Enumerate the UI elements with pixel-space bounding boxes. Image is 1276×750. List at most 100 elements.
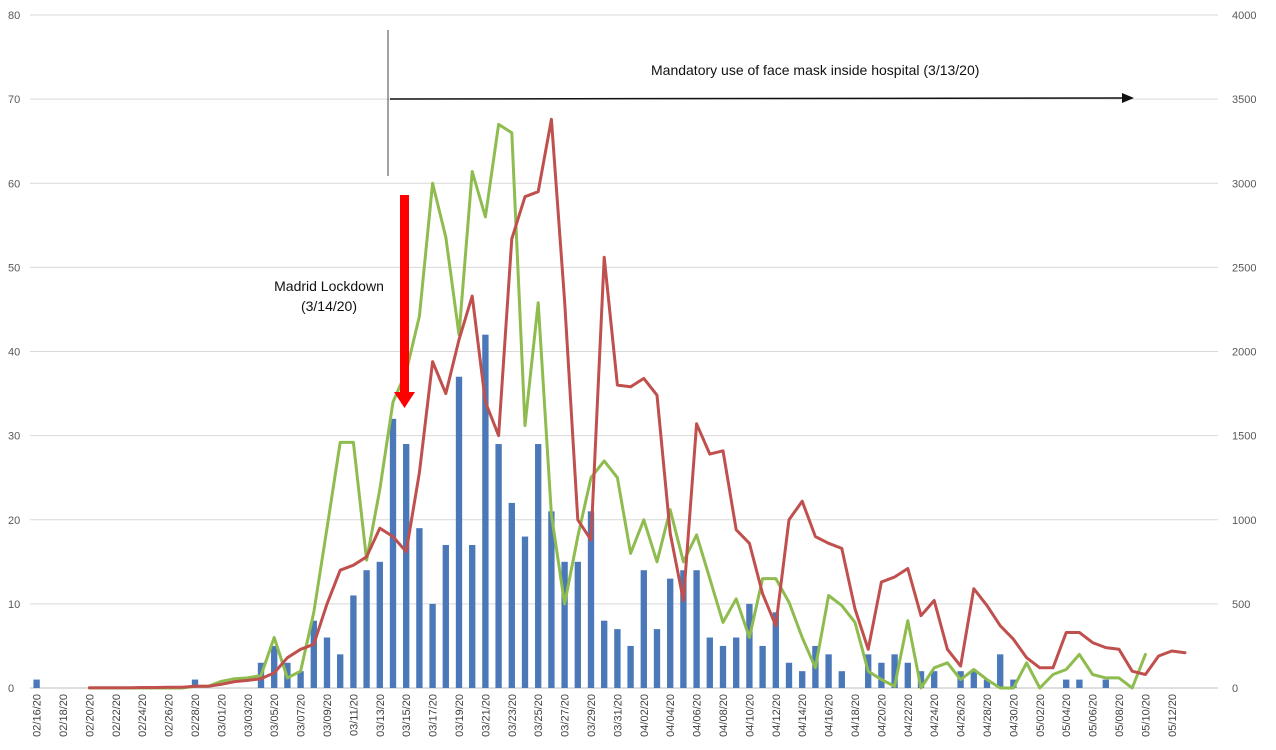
- x-tick-label: 03/27/20: [560, 694, 572, 737]
- bar: [667, 578, 674, 688]
- bar: [838, 671, 845, 688]
- bar: [482, 334, 489, 688]
- bar: [521, 536, 529, 688]
- lockdown-arrow-head: [394, 392, 415, 408]
- x-tick-label: 03/23/20: [507, 694, 519, 737]
- bar: [772, 612, 779, 688]
- bar: [614, 629, 621, 688]
- x-tick-label: 04/12/20: [771, 694, 783, 737]
- x-tick-label: 02/18/20: [58, 694, 70, 737]
- bar: [1063, 679, 1070, 688]
- facemask-arrow-line: [389, 97, 1126, 100]
- bar: [33, 679, 40, 688]
- y-tick-label: 80: [8, 10, 20, 22]
- bar: [376, 561, 383, 688]
- x-tick-label: 04/28/20: [982, 694, 994, 737]
- bar: [350, 595, 357, 688]
- red-line-series: [87, 117, 1187, 690]
- y2-tick-label: 0: [1232, 683, 1238, 695]
- bar: [653, 629, 661, 688]
- x-tick-label: 03/21/20: [480, 694, 492, 737]
- x-tick-label: 04/06/20: [692, 694, 704, 737]
- x-tick-label: 03/29/20: [586, 694, 598, 737]
- y2-tick-label: 1000: [1232, 515, 1256, 527]
- bar: [640, 570, 647, 688]
- x-tick-label: 03/15/20: [401, 694, 413, 737]
- bar: [601, 620, 608, 688]
- bar: [680, 570, 687, 688]
- bar: [310, 620, 317, 688]
- y2-tick-label: 500: [1232, 599, 1250, 611]
- bar: [337, 654, 344, 688]
- bar: [508, 502, 515, 688]
- right-axis-ticks: 0 500 1000 1500 2000 2500 3000 3500 4000: [1232, 10, 1256, 695]
- x-tick-label: 04/04/20: [665, 694, 677, 737]
- bar: [931, 671, 938, 688]
- y2-tick-label: 3500: [1232, 94, 1256, 106]
- bar: [191, 679, 199, 688]
- x-tick-label: 02/20/20: [84, 694, 96, 737]
- x-tick-label: 04/08/20: [718, 694, 730, 737]
- x-tick-label: 04/30/20: [1008, 694, 1020, 737]
- x-tick-label: 04/18/20: [850, 694, 862, 737]
- x-tick-label: 02/28/20: [190, 694, 202, 737]
- x-tick-label: 03/17/20: [428, 694, 440, 737]
- x-tick-label: 04/24/20: [929, 694, 941, 737]
- x-tick-label: 02/26/20: [164, 694, 176, 737]
- bar: [997, 654, 1004, 688]
- bar: [917, 671, 925, 688]
- bar: [1076, 679, 1083, 688]
- bar: [403, 444, 410, 688]
- x-tick-label: 05/02/20: [1035, 694, 1047, 737]
- bar: [297, 671, 304, 688]
- bar: [878, 662, 885, 688]
- bar: [548, 511, 555, 688]
- bar: [469, 544, 476, 688]
- bar: [733, 637, 740, 688]
- y-tick-label: 70: [8, 94, 20, 106]
- x-tick-label: 04/16/20: [824, 694, 836, 737]
- line-series: [87, 117, 1187, 690]
- x-tick-label: 04/14/20: [797, 694, 809, 737]
- y2-tick-label: 3000: [1232, 178, 1256, 190]
- x-tick-label: 03/03/20: [243, 694, 255, 737]
- bar: [271, 645, 278, 688]
- bar: [970, 671, 977, 688]
- x-tick-label: 04/26/20: [956, 694, 968, 737]
- bar: [759, 645, 766, 688]
- y2-tick-label: 1500: [1232, 431, 1256, 443]
- x-tick-label: 05/04/20: [1061, 694, 1073, 737]
- bar: [561, 561, 568, 688]
- bar: [429, 603, 436, 688]
- x-tick-label: 04/02/20: [639, 694, 651, 737]
- bar: [363, 570, 370, 688]
- x-axis-ticks: 02/16/20 02/18/20 02/20/20 02/22/20 02/24/20…: [32, 694, 1179, 737]
- bar: [389, 418, 397, 688]
- x-tick-label: 04/22/20: [903, 694, 915, 737]
- bar: [1102, 679, 1109, 688]
- lockdown-annotation: Madrid Lockdown: [274, 278, 384, 294]
- green-line-series: [87, 122, 1147, 690]
- x-tick-label: 03/31/20: [612, 694, 624, 737]
- lockdown-arrow-shaft: [400, 195, 409, 392]
- y2-tick-label: 2000: [1232, 347, 1256, 359]
- bar: [983, 679, 991, 688]
- bar: [904, 662, 911, 688]
- bar: [719, 645, 727, 688]
- x-tick-label: 03/19/20: [454, 694, 466, 737]
- y-tick-label: 60: [8, 178, 20, 190]
- y2-tick-label: 4000: [1232, 10, 1256, 22]
- bar: [323, 637, 331, 688]
- facemask-annotation: Mandatory use of face mask inside hospit…: [651, 62, 979, 78]
- y-tick-label: 0: [8, 683, 14, 695]
- x-tick-label: 03/05/20: [269, 694, 281, 737]
- bar: [627, 645, 634, 688]
- x-tick-label: 02/22/20: [111, 694, 123, 737]
- bar: [785, 662, 793, 688]
- bar: [825, 654, 832, 688]
- x-tick-label: 03/01/20: [216, 694, 228, 737]
- x-tick-label: 03/07/20: [296, 694, 308, 737]
- bar: [706, 637, 713, 688]
- bar: [574, 561, 581, 688]
- grid-lines: [30, 14, 1218, 689]
